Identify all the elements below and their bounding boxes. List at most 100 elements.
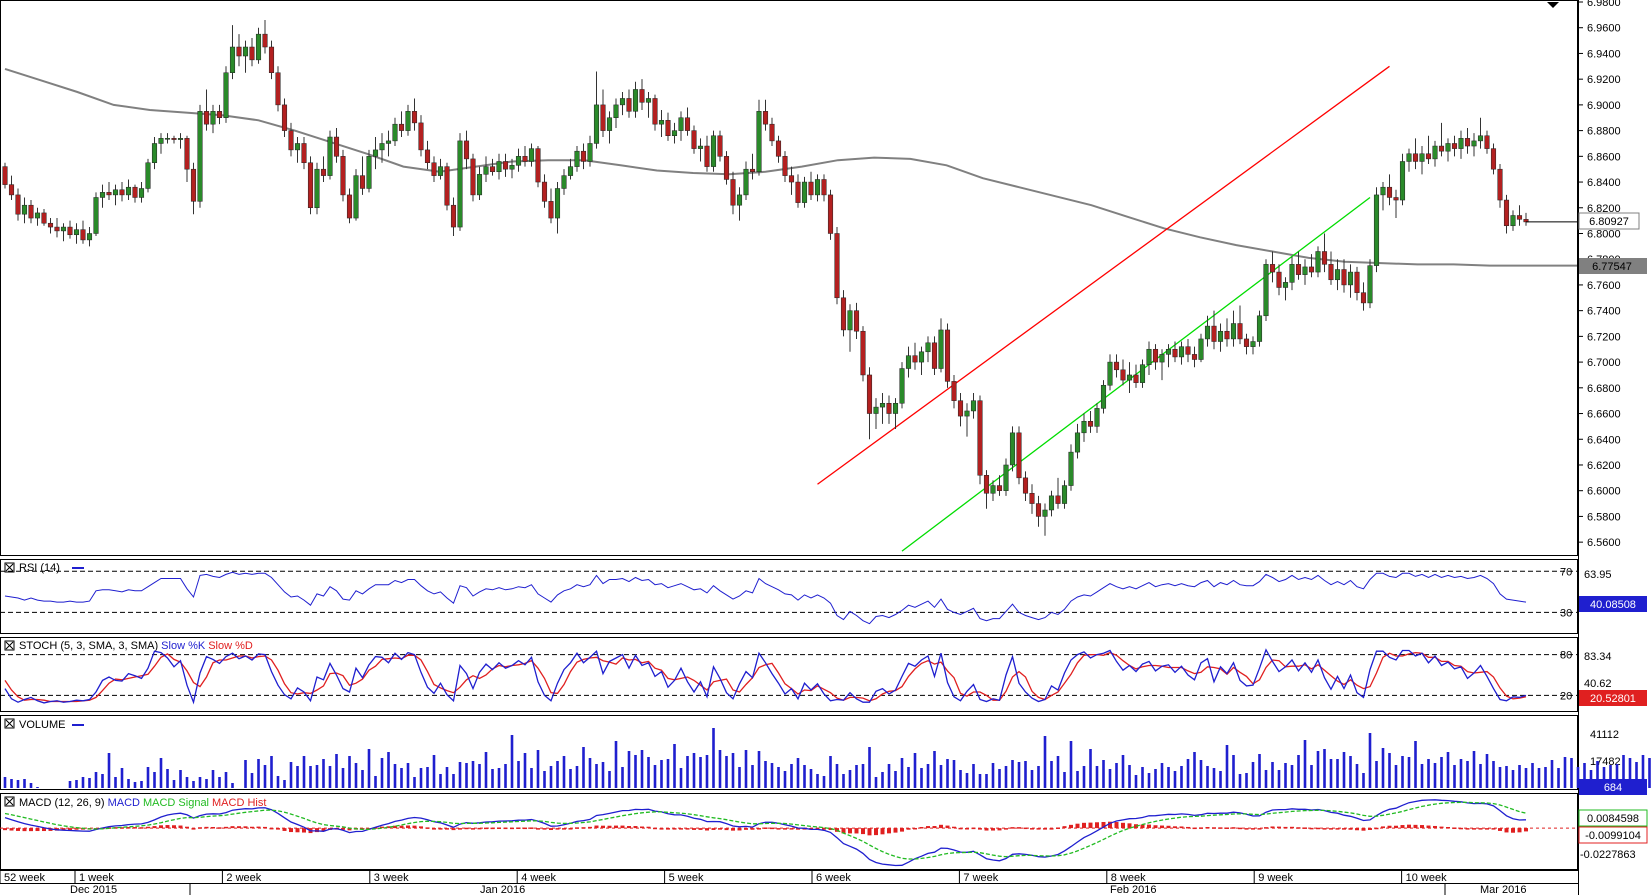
candle-body: [528, 148, 535, 162]
candle: [1198, 333, 1204, 363]
candle-body: [892, 402, 899, 414]
volume-bar: [1264, 770, 1268, 788]
candle-body: [632, 89, 639, 112]
macd-hist-bar: [926, 826, 930, 829]
rsi-level-70-label: 70: [1560, 566, 1572, 578]
stoch-axis-tick-mid: 40.62: [1584, 678, 1612, 690]
candle: [1211, 310, 1217, 350]
macd-hist-bar: [1166, 825, 1171, 829]
volume-bar: [764, 761, 767, 788]
volume-bar: [1245, 773, 1248, 788]
candle: [86, 227, 93, 247]
candle: [652, 94, 658, 131]
candle-body: [73, 229, 80, 236]
candle: [1510, 210, 1516, 231]
stoch-close-icon[interactable]: [5, 641, 14, 650]
candle: [1178, 341, 1185, 365]
week-label: 8 week: [1111, 872, 1146, 884]
volume-bar: [1271, 762, 1274, 788]
volume-bar: [1154, 769, 1157, 788]
macd-hist-bar: [224, 826, 228, 829]
candle: [866, 367, 873, 440]
candle-body: [1412, 153, 1419, 162]
candle-body: [190, 168, 197, 202]
macd-hist-bar: [705, 828, 709, 831]
volume-bar: [120, 768, 124, 788]
volume-bar: [1011, 760, 1014, 788]
volume-bar: [569, 769, 572, 788]
candle: [970, 392, 977, 419]
candle-body: [450, 204, 457, 228]
macd-hist-bar: [984, 828, 989, 831]
candle: [340, 149, 346, 202]
stoch-toggle-icon[interactable]: [4, 640, 15, 651]
macd-close-icon[interactable]: [5, 797, 14, 806]
volume-close-icon[interactable]: [5, 719, 14, 728]
candle-body: [1471, 140, 1477, 147]
macd-hist-bar: [542, 828, 547, 830]
macd-hist-bar: [887, 828, 891, 834]
volume-bar: [790, 764, 793, 788]
candle-body: [723, 156, 730, 180]
volume-bar: [1368, 733, 1372, 788]
price-tick-label: 6.6200: [1587, 460, 1621, 472]
rsi-toggle-icon[interactable]: [4, 562, 15, 573]
candle: [8, 175, 15, 201]
volume-bar: [1212, 768, 1216, 788]
volume-bar: [400, 768, 403, 788]
scroll-arrow-icon[interactable]: [1547, 2, 1559, 8]
candle-body: [658, 120, 665, 125]
candle-body: [132, 186, 138, 198]
candle: [801, 176, 808, 208]
macd-hist-bar: [1491, 828, 1496, 830]
candle-body: [925, 342, 931, 353]
volume-toggle-icon[interactable]: [4, 718, 15, 729]
volume-bar: [185, 777, 189, 788]
candle: [743, 161, 749, 201]
volume-bar: [159, 758, 163, 788]
volume-bar: [946, 759, 949, 788]
candle: [1523, 212, 1529, 226]
macd-toggle-icon[interactable]: [4, 796, 15, 807]
macd-hist-bar: [1218, 827, 1223, 829]
macd-hist-bar: [1368, 828, 1372, 830]
candle-body: [756, 111, 762, 173]
volume-bar: [1440, 757, 1443, 788]
volume-bar: [270, 756, 273, 788]
rsi-close-icon[interactable]: [5, 563, 14, 572]
volume-bar: [536, 750, 540, 788]
macd-hist-bar: [347, 828, 352, 831]
volume-bar: [1622, 755, 1625, 788]
macd-hist-bar: [490, 827, 495, 830]
volume-bar: [81, 777, 85, 788]
candle: [132, 184, 138, 203]
macd-hist-bar: [1108, 821, 1112, 829]
candle: [1139, 359, 1146, 388]
candle-body: [197, 111, 203, 202]
candle: [418, 115, 424, 157]
candle-body: [957, 400, 964, 417]
stoch-label-d: Slow %D: [208, 640, 253, 652]
candle: [470, 153, 476, 202]
candle-body: [385, 140, 392, 144]
candle-body: [775, 140, 782, 157]
candle-body: [1282, 282, 1289, 288]
candle: [1302, 259, 1308, 285]
volume-bar: [1017, 762, 1021, 788]
macd-hist-bar: [471, 828, 475, 830]
macd-hist-bar: [1017, 827, 1021, 829]
candle-body: [1074, 432, 1081, 453]
current-price-label: 6.80927: [1578, 212, 1640, 230]
volume-bar: [1349, 756, 1352, 788]
candle-body: [808, 181, 814, 196]
candle-body: [938, 329, 944, 369]
volume-bar: [517, 761, 520, 788]
candle: [723, 151, 730, 185]
volume-bar: [263, 765, 267, 788]
candle: [1126, 362, 1133, 393]
trendlines: [817, 65, 1390, 552]
stoch-label-prefix: STOCH (5, 3, SMA, 3, SMA): [19, 640, 158, 652]
macd-hist-bar: [1049, 828, 1054, 830]
macd-hist-bar: [1322, 828, 1327, 830]
macd-hist-bar: [1296, 827, 1301, 829]
